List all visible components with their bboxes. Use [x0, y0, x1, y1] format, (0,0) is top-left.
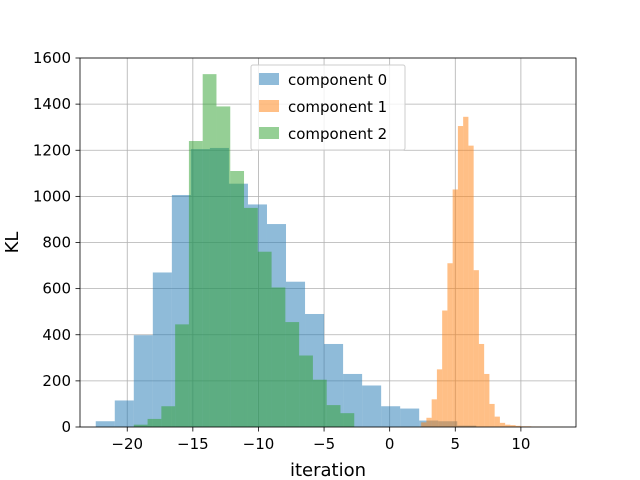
histogram-bar [489, 403, 495, 427]
histogram-bar [426, 417, 432, 427]
histogram-bar [494, 416, 500, 427]
y-tick-label: 0 [61, 418, 71, 436]
histogram-bar [202, 74, 217, 428]
series-2-bars [133, 74, 355, 428]
bars-layer [95, 74, 563, 428]
series-1-bars [421, 116, 563, 428]
histogram-bar [312, 379, 327, 427]
y-tick-label: 1000 [33, 187, 71, 205]
histogram-bar [447, 263, 453, 427]
ticks-layer: −20 −15 −10 −5 0 5 10 0 200 400 600 800 1000 1200 1400… [33, 49, 531, 453]
x-tick-label: 10 [511, 435, 530, 453]
histogram-bar [473, 270, 479, 427]
histogram-bar [175, 324, 189, 427]
histogram-bar [499, 422, 506, 427]
histogram-bar [452, 189, 458, 427]
x-tick-label: −15 [177, 435, 209, 453]
histogram-bar [114, 400, 134, 427]
histogram-bar [478, 343, 485, 427]
x-tick-label: 0 [385, 435, 395, 453]
histogram-bar [362, 385, 382, 427]
y-tick-label: 800 [42, 234, 71, 252]
histogram-bar [230, 171, 245, 427]
histogram-bar [468, 145, 474, 427]
y-tick-label: 200 [42, 372, 71, 390]
y-tick-label: 600 [42, 280, 71, 298]
histogram-bar [431, 399, 437, 427]
histogram-bar [421, 422, 427, 427]
y-axis-label: KL [2, 232, 23, 254]
histogram-bar [484, 373, 490, 427]
histogram-bar [244, 207, 258, 427]
histogram-bar [147, 418, 162, 427]
x-tick-label: −20 [111, 435, 143, 453]
y-tick-label: 1600 [33, 49, 71, 67]
y-tick-label: 1400 [33, 95, 71, 113]
histogram-bar [436, 369, 443, 427]
legend-label: component 2 [288, 125, 387, 143]
histogram-bar [133, 335, 153, 427]
legend-box [250, 64, 406, 151]
x-tick-label: −5 [313, 435, 335, 453]
y-tick-label: 400 [42, 326, 71, 344]
histogram-bar [216, 106, 231, 428]
histogram-bar [152, 272, 172, 427]
histogram-bar [285, 322, 300, 427]
histogram-bar [505, 424, 511, 427]
histogram-bar [340, 413, 355, 427]
histogram-bar [133, 424, 148, 427]
x-tick-label: −10 [243, 435, 275, 453]
legend-swatch [259, 127, 279, 139]
legend-label: component 0 [288, 71, 387, 89]
legend-swatch [259, 73, 279, 85]
histogram-bar [463, 116, 469, 427]
y-tick-label: 1200 [33, 141, 71, 159]
histogram-bar [457, 126, 464, 428]
legend-label: component 1 [288, 98, 387, 116]
histogram-bar [510, 425, 516, 427]
histogram-bar [515, 425, 521, 427]
histogram-bar [95, 421, 115, 427]
histogram-bar [271, 287, 286, 427]
histogram-bar [161, 406, 176, 427]
histogram-bar [400, 408, 420, 427]
histogram-bar [299, 355, 313, 427]
legend-swatch [259, 100, 279, 112]
histogram-bar [188, 141, 203, 427]
x-tick-label: 5 [451, 435, 461, 453]
histogram-bar [442, 310, 448, 427]
x-axis-label: iteration [290, 460, 366, 480]
legend: component 0 component 1 component 2 [250, 64, 406, 151]
histogram-bar [257, 251, 272, 427]
histogram-bar [381, 406, 401, 427]
histogram-bar [326, 405, 341, 427]
